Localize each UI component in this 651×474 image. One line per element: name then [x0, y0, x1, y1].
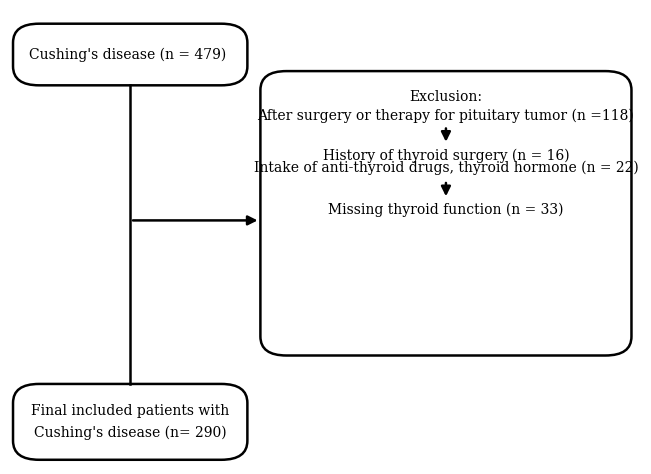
- Text: Missing thyroid function (n = 33): Missing thyroid function (n = 33): [328, 202, 564, 217]
- FancyBboxPatch shape: [13, 24, 247, 85]
- FancyBboxPatch shape: [260, 71, 631, 356]
- Text: Cushing's disease (n = 479): Cushing's disease (n = 479): [29, 47, 227, 62]
- FancyBboxPatch shape: [13, 384, 247, 460]
- Text: Final included patients with
Cushing's disease (n= 290): Final included patients with Cushing's d…: [31, 404, 229, 440]
- Text: Exclusion:: Exclusion:: [409, 90, 482, 104]
- Text: After surgery or therapy for pituitary tumor (n =118): After surgery or therapy for pituitary t…: [258, 109, 634, 123]
- Text: Intake of anti-thyroid drugs, thyroid hormone (n = 22): Intake of anti-thyroid drugs, thyroid ho…: [253, 161, 639, 175]
- Text: History of thyroid surgery (n = 16): History of thyroid surgery (n = 16): [323, 148, 569, 163]
